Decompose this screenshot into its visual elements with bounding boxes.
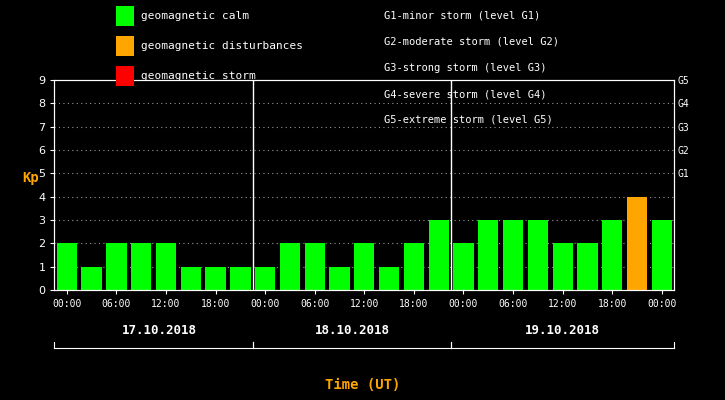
Bar [552,243,573,290]
Bar [354,243,375,290]
Bar [379,267,399,290]
Text: 19.10.2018: 19.10.2018 [525,324,600,336]
Text: geomagnetic storm: geomagnetic storm [141,71,256,81]
Text: geomagnetic disturbances: geomagnetic disturbances [141,41,303,51]
Bar [304,243,325,290]
Bar [131,243,152,290]
Bar [404,243,424,290]
Bar [478,220,499,290]
Text: G2-moderate storm (level G2): G2-moderate storm (level G2) [384,37,559,47]
Bar [81,267,102,290]
Bar [577,243,597,290]
Text: Time (UT): Time (UT) [325,378,400,392]
Bar [156,243,176,290]
Bar [230,267,251,290]
Bar [280,243,300,290]
Bar [503,220,523,290]
Bar [652,220,672,290]
Y-axis label: Kp: Kp [22,171,39,185]
Text: G4-severe storm (level G4): G4-severe storm (level G4) [384,89,547,99]
Text: G5-extreme storm (level G5): G5-extreme storm (level G5) [384,115,553,125]
Text: 17.10.2018: 17.10.2018 [123,324,197,336]
Bar [255,267,276,290]
Bar [106,243,127,290]
Bar [57,243,77,290]
Text: 18.10.2018: 18.10.2018 [315,324,389,336]
Text: G1-minor storm (level G1): G1-minor storm (level G1) [384,11,541,21]
Text: geomagnetic calm: geomagnetic calm [141,11,249,21]
Bar [627,197,647,290]
Bar [329,267,349,290]
Bar [528,220,548,290]
Text: G3-strong storm (level G3): G3-strong storm (level G3) [384,63,547,73]
Bar [453,243,473,290]
Bar [205,267,225,290]
Bar [602,220,623,290]
Bar [181,267,201,290]
Bar [428,220,449,290]
